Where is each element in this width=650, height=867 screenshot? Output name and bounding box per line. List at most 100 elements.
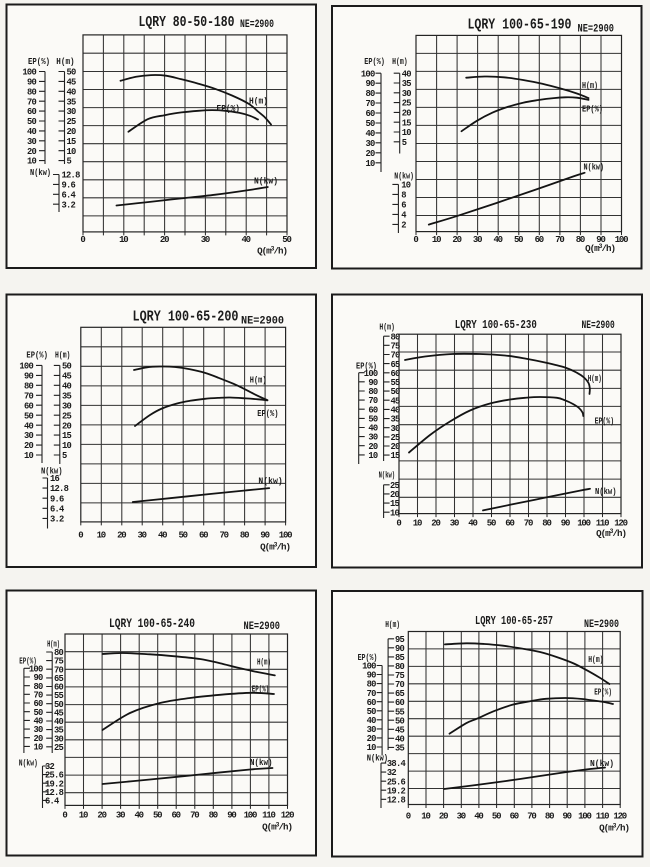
- svg-text:H(m): H(m): [385, 620, 400, 630]
- svg-text:6.4: 6.4: [45, 797, 60, 807]
- svg-text:40: 40: [158, 531, 167, 541]
- svg-text:30: 30: [67, 107, 77, 117]
- svg-text:40: 40: [62, 381, 72, 391]
- svg-text:20: 20: [62, 421, 72, 431]
- svg-text:10: 10: [62, 441, 72, 451]
- svg-text:H(m): H(m): [392, 57, 408, 67]
- svg-text:LQRY 80-50-180: LQRY 80-50-180: [139, 14, 235, 31]
- svg-text:N(kw): N(kw): [30, 168, 51, 178]
- svg-text:50: 50: [492, 812, 501, 822]
- svg-text:32: 32: [387, 768, 397, 778]
- svg-text:EP(%): EP(%): [582, 104, 603, 115]
- svg-text:10: 10: [119, 235, 128, 245]
- svg-text:90: 90: [596, 235, 605, 245]
- svg-text:50: 50: [487, 519, 496, 529]
- svg-text:70: 70: [368, 396, 378, 406]
- svg-text:40: 40: [27, 127, 37, 137]
- svg-text:50: 50: [33, 708, 43, 718]
- svg-text:110: 110: [596, 812, 609, 822]
- svg-text:10: 10: [365, 159, 375, 169]
- svg-text:EP(%): EP(%): [358, 653, 378, 663]
- svg-text:EP(%): EP(%): [364, 57, 385, 67]
- svg-text:Q(m3/h): Q(m3/h): [262, 821, 292, 832]
- svg-text:LQRY 100-65-230: LQRY 100-65-230: [455, 318, 537, 332]
- svg-text:40: 40: [493, 235, 502, 245]
- svg-text:20: 20: [439, 812, 448, 822]
- svg-text:50: 50: [365, 119, 375, 129]
- svg-text:70: 70: [395, 680, 405, 690]
- svg-text:30: 30: [24, 431, 34, 441]
- svg-text:EP(%): EP(%): [217, 103, 241, 114]
- svg-text:5: 5: [67, 157, 72, 167]
- svg-text:40: 40: [365, 129, 375, 139]
- svg-text:H(m): H(m): [250, 375, 267, 386]
- svg-text:90: 90: [27, 78, 37, 88]
- svg-text:60: 60: [24, 401, 34, 411]
- svg-text:10: 10: [33, 743, 43, 753]
- svg-text:120: 120: [613, 812, 626, 822]
- svg-text:30: 30: [33, 725, 43, 735]
- svg-text:30: 30: [27, 137, 37, 147]
- svg-text:10: 10: [24, 451, 34, 461]
- svg-text:40: 40: [395, 734, 405, 744]
- svg-text:80: 80: [391, 332, 401, 342]
- svg-text:H(m): H(m): [588, 373, 602, 384]
- svg-text:N(kw): N(kw): [250, 757, 273, 768]
- svg-text:Q(m3/h): Q(m3/h): [260, 541, 290, 552]
- svg-text:70: 70: [33, 690, 43, 700]
- svg-text:100: 100: [279, 531, 292, 541]
- svg-text:45: 45: [54, 708, 64, 718]
- svg-text:40: 40: [367, 716, 377, 726]
- svg-text:40: 40: [474, 812, 483, 822]
- svg-text:0: 0: [78, 531, 83, 541]
- svg-text:30: 30: [391, 424, 401, 434]
- svg-text:40: 40: [391, 406, 401, 416]
- svg-text:55: 55: [395, 707, 405, 717]
- svg-text:9.6: 9.6: [62, 181, 76, 191]
- svg-text:40: 40: [368, 424, 378, 434]
- svg-text:50: 50: [62, 362, 72, 372]
- svg-text:EP(%): EP(%): [252, 684, 270, 695]
- svg-text:N(kw): N(kw): [379, 471, 396, 481]
- svg-text:N(kw): N(kw): [258, 476, 282, 487]
- svg-text:NE=2900: NE=2900: [582, 320, 615, 332]
- svg-text:0: 0: [80, 235, 85, 245]
- svg-text:10: 10: [432, 235, 441, 245]
- svg-text:85: 85: [395, 653, 405, 663]
- svg-text:20: 20: [160, 235, 169, 245]
- svg-text:20: 20: [391, 442, 401, 452]
- svg-text:Q(m3/h): Q(m3/h): [257, 245, 287, 256]
- svg-text:50: 50: [367, 707, 377, 717]
- svg-text:19.2: 19.2: [45, 779, 64, 789]
- svg-text:LQRY 100-65-200: LQRY 100-65-200: [133, 308, 239, 325]
- svg-text:80: 80: [209, 811, 218, 821]
- svg-text:0: 0: [396, 519, 401, 529]
- svg-text:15: 15: [402, 118, 412, 128]
- svg-text:5: 5: [402, 138, 407, 148]
- svg-text:3.2: 3.2: [62, 200, 76, 210]
- svg-text:15: 15: [67, 137, 77, 147]
- svg-text:15: 15: [390, 499, 400, 509]
- svg-text:0: 0: [406, 812, 411, 822]
- svg-text:N(kw): N(kw): [590, 758, 614, 769]
- svg-text:30: 30: [54, 734, 64, 744]
- svg-text:EP(%): EP(%): [257, 408, 278, 419]
- svg-text:60: 60: [391, 369, 401, 379]
- svg-text:80: 80: [545, 812, 554, 822]
- svg-text:35: 35: [391, 415, 401, 425]
- svg-text:70: 70: [190, 811, 199, 821]
- svg-text:90: 90: [24, 372, 34, 382]
- svg-text:80: 80: [365, 89, 375, 99]
- svg-text:90: 90: [562, 812, 571, 822]
- svg-text:60: 60: [199, 531, 208, 541]
- svg-text:NE=2900: NE=2900: [244, 621, 281, 633]
- svg-text:60: 60: [27, 107, 37, 117]
- svg-text:10: 10: [402, 128, 412, 138]
- svg-text:50: 50: [391, 387, 401, 397]
- svg-text:50: 50: [24, 411, 34, 421]
- svg-text:30: 30: [368, 433, 378, 443]
- svg-text:10: 10: [79, 811, 88, 821]
- svg-text:LQRY 100-65-190: LQRY 100-65-190: [468, 17, 572, 34]
- svg-text:N(kw): N(kw): [584, 162, 605, 173]
- svg-text:EP(%): EP(%): [26, 351, 48, 361]
